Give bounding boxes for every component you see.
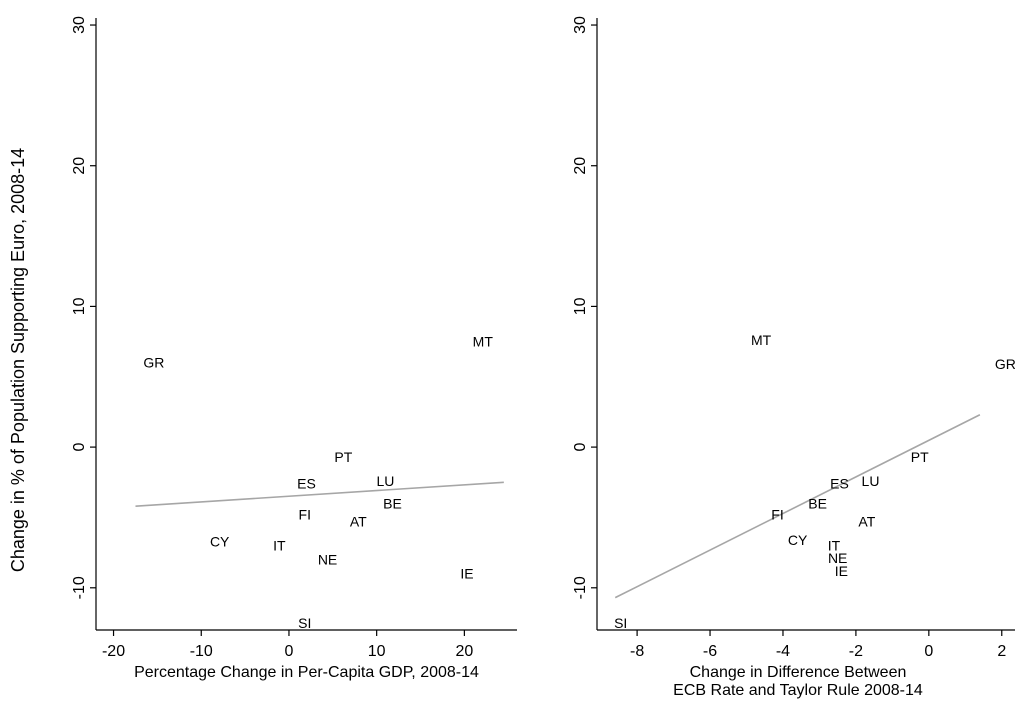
country-labels-group: GR MT PT ES LU BE FI AT CY IT NE IE SI — [143, 334, 493, 631]
country-label-es: ES — [830, 476, 849, 492]
country-label-at: AT — [350, 514, 367, 530]
x-tick-label: 0 — [285, 643, 294, 660]
country-label-si: SI — [298, 615, 311, 631]
country-label-ne: NE — [828, 550, 847, 566]
axes-group — [90, 18, 517, 636]
country-label-gr: GR — [143, 355, 164, 371]
country-label-es: ES — [297, 476, 316, 492]
x-tick-label: 20 — [455, 643, 473, 660]
country-label-ne: NE — [318, 552, 337, 568]
x-axis-title-group: Percentage Change in Per-Capita GDP, 200… — [134, 664, 479, 681]
scatter-panel-ecb-taylor: -10 0 10 20 30 -8 -6 -4 -2 0 2 MT GR PT ES LU BE FI AT CY I… — [572, 16, 1015, 699]
x-axis-title-line: Change in Difference Between — [690, 664, 907, 681]
country-label-be: BE — [383, 495, 402, 511]
fit-line — [135, 481, 504, 507]
x-tick-label: -20 — [102, 643, 125, 660]
fit-line-group — [614, 414, 981, 599]
country-label-mt: MT — [751, 332, 772, 348]
country-label-cy: CY — [210, 533, 230, 549]
x-tick-label: -2 — [849, 643, 863, 660]
country-label-ie: IE — [835, 563, 848, 579]
y-tick-label: 10 — [572, 297, 589, 315]
y-tick-label: 30 — [71, 16, 88, 34]
country-label-mt: MT — [473, 334, 494, 350]
tick-labels-group: -10 0 10 20 30 -20 -10 0 10 20 — [71, 16, 473, 660]
country-label-be: BE — [808, 495, 827, 511]
y-tick-label: 30 — [572, 16, 589, 34]
x-tick-label: -10 — [190, 643, 213, 660]
y-tick-label: 10 — [71, 297, 88, 315]
y-tick-label: -10 — [71, 576, 88, 599]
x-axis-title-line: ECB Rate and Taylor Rule 2008-14 — [673, 682, 923, 699]
tick-labels-group: -10 0 10 20 30 -8 -6 -4 -2 0 2 — [572, 16, 1006, 660]
country-label-pt: PT — [334, 449, 352, 465]
x-tick-label: -4 — [776, 643, 790, 660]
x-tick-label: -8 — [630, 643, 644, 660]
country-label-gr: GR — [995, 356, 1015, 372]
country-label-fi: FI — [771, 507, 783, 523]
country-label-it: IT — [828, 538, 841, 554]
x-axis-title-line: Percentage Change in Per-Capita GDP, 200… — [134, 664, 479, 681]
country-label-it: IT — [273, 538, 286, 554]
axes-group — [591, 18, 1015, 636]
x-tick-label: 10 — [368, 643, 386, 660]
country-label-lu: LU — [376, 473, 394, 489]
x-tick-label: -6 — [703, 643, 717, 660]
country-label-ie: IE — [460, 566, 473, 582]
country-label-cy: CY — [788, 532, 808, 548]
country-label-fi: FI — [299, 507, 311, 523]
x-tick-label: 0 — [924, 643, 933, 660]
fit-line-group — [135, 481, 504, 507]
country-label-si: SI — [614, 615, 627, 631]
fit-line — [614, 414, 981, 599]
y-tick-label: 20 — [572, 157, 589, 175]
y-tick-label: 20 — [71, 157, 88, 175]
y-tick-label: 0 — [572, 443, 589, 452]
country-label-pt: PT — [911, 449, 929, 465]
country-label-at: AT — [858, 514, 875, 530]
x-tick-label: 2 — [997, 643, 1006, 660]
y-axis-title: Change in % of Population Supporting Eur… — [8, 148, 28, 572]
scatter-panel-gdp: -10 0 10 20 30 -20 -10 0 10 20 GR MT PT ES LU BE FI AT CY… — [71, 16, 517, 681]
country-label-lu: LU — [862, 473, 880, 489]
y-tick-label: 0 — [71, 443, 88, 452]
y-tick-label: -10 — [572, 576, 589, 599]
